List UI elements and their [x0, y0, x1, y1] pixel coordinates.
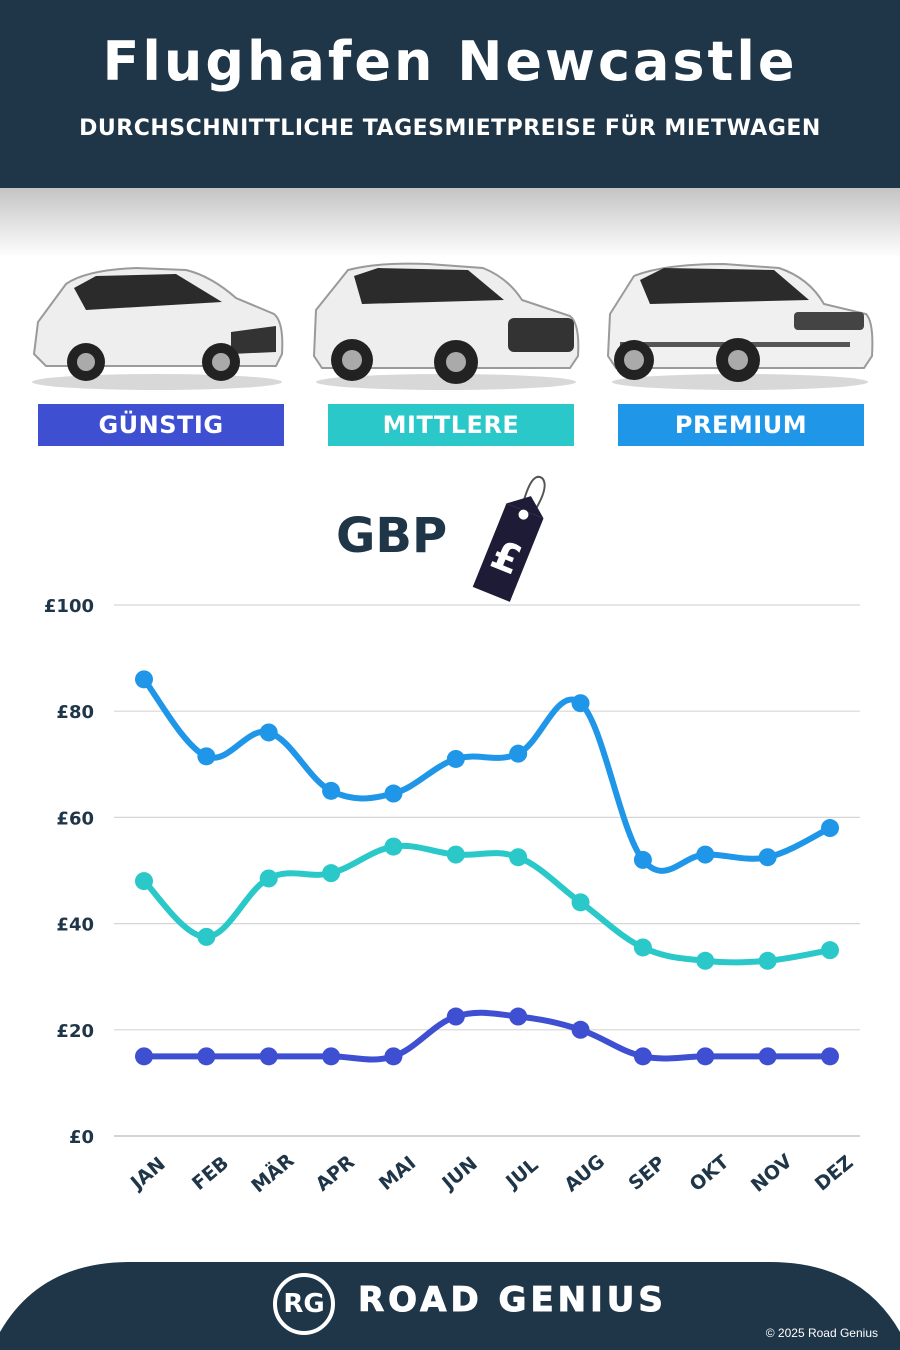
data-point: [758, 951, 777, 970]
brand-name: ROAD GENIUS: [358, 1280, 667, 1321]
page-subtitle: DURCHSCHNITTLICHE TAGESMIETPREISE FÜR MI…: [79, 116, 821, 141]
x-axis-ticks: JAN FEB MÄR APR MAI JUN JUL AUG SEP OKT NOV DEZ: [125, 1148, 857, 1198]
y-tick-label: £40: [56, 915, 94, 936]
data-point: [758, 848, 777, 867]
grid-lines: [114, 604, 860, 1137]
data-point: [384, 1047, 403, 1066]
x-tick-label: MÄR: [246, 1148, 299, 1198]
data-point: [135, 670, 153, 689]
data-point: [322, 864, 341, 883]
data-point: [509, 1007, 528, 1026]
category-label-midsize: MITTLERE: [328, 404, 574, 446]
x-tick-label: JAN: [125, 1153, 170, 1195]
x-tick-label: APR: [312, 1151, 360, 1196]
data-point: [322, 781, 341, 800]
y-tick-label: £20: [56, 1021, 94, 1042]
data-point: [758, 1047, 777, 1066]
copyright-text: © 2025 Road Genius: [765, 1326, 878, 1340]
data-point: [259, 1047, 278, 1066]
y-tick-label: £80: [56, 702, 94, 723]
category-label-premium: PREMIUM: [618, 404, 864, 446]
data-point: [821, 941, 839, 960]
y-tick-label: £60: [56, 808, 94, 829]
y-tick-label: £100: [44, 596, 94, 617]
x-tick-label: FEB: [188, 1152, 233, 1195]
x-tick-label: JUN: [437, 1153, 482, 1196]
data-point: [197, 747, 216, 766]
category-label-economy: GÜNSTIG: [38, 404, 284, 446]
data-point: [259, 723, 278, 742]
data-point: [384, 784, 403, 803]
data-point: [135, 1047, 153, 1066]
data-point: [384, 837, 403, 856]
data-point: [633, 938, 652, 957]
header-shadow: [0, 188, 900, 258]
data-point: [571, 694, 590, 713]
series-line: [141, 842, 833, 966]
page-title: Flughafen Newcastle: [102, 30, 798, 93]
x-tick-label: OKT: [686, 1151, 734, 1196]
data-point: [571, 1020, 590, 1039]
data-point: [821, 819, 839, 838]
data-point: [696, 845, 715, 864]
y-axis-ticks: £0 £20 £40 £60 £80 £100: [44, 596, 94, 1148]
data-point: [135, 872, 153, 891]
data-point: [197, 927, 216, 946]
data-point: [446, 845, 465, 864]
series-line: [141, 1009, 833, 1063]
x-tick-label: MAI: [375, 1152, 420, 1195]
brand-logo-icon: RG: [273, 1273, 335, 1335]
premium-suv-image: [606, 262, 874, 390]
footer-banner: [0, 1262, 900, 1350]
data-point: [633, 1047, 652, 1066]
data-point: [633, 850, 652, 869]
data-point: [509, 744, 528, 763]
x-tick-label: SEP: [624, 1152, 669, 1195]
data-point: [696, 951, 715, 970]
x-tick-label: JUL: [500, 1154, 542, 1194]
data-point: [571, 893, 590, 912]
data-point: [197, 1047, 216, 1066]
y-tick-label: £0: [69, 1127, 94, 1148]
data-point: [259, 869, 278, 888]
economy-car-image: [32, 266, 284, 390]
x-tick-label: AUG: [560, 1150, 609, 1196]
midsize-suv-image: [312, 262, 580, 390]
line-chart: £0 £20 £40 £60 £80 £100 JAN FEB MÄR APR MAI JUN JUL…: [44, 596, 860, 1198]
currency-label: GBP: [336, 508, 448, 564]
data-point: [696, 1047, 715, 1066]
x-tick-label: DEZ: [811, 1151, 858, 1195]
price-tag-icon: £: [472, 475, 546, 602]
x-tick-label: NOV: [747, 1150, 797, 1197]
data-point: [509, 848, 528, 867]
series-lines: [135, 670, 839, 1066]
header-banner: Flughafen Newcastle DURCHSCHNITTLICHE TA…: [0, 0, 900, 188]
data-point: [821, 1047, 839, 1066]
data-point: [446, 1007, 465, 1026]
series-line: [141, 676, 833, 874]
data-point: [446, 749, 465, 768]
data-point: [322, 1047, 341, 1066]
